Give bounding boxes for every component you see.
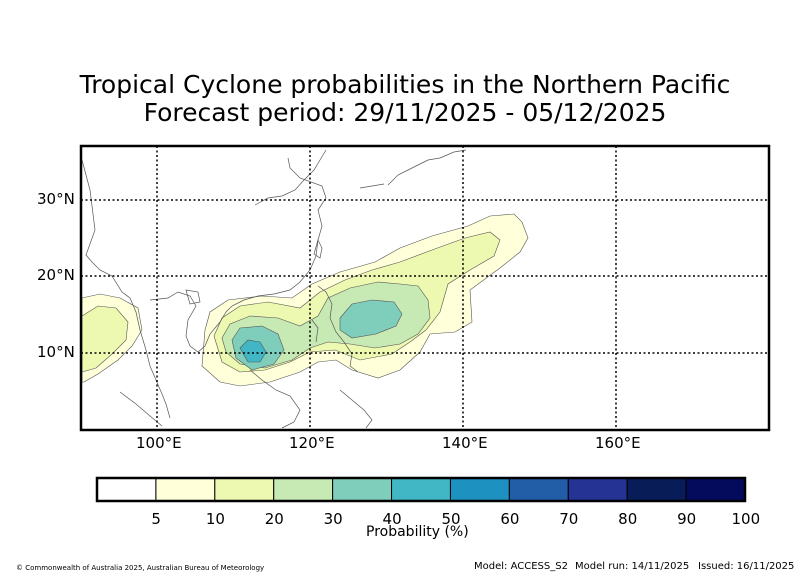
coastline-indochina <box>149 157 327 353</box>
colorbar-tick-label: 30 <box>323 510 343 528</box>
coastline-hainan <box>185 289 201 305</box>
colorbar-tick-label: 20 <box>264 510 284 528</box>
lon-label-160e: 160°E <box>595 434 641 452</box>
lon-label-100e: 100°E <box>136 434 182 452</box>
colorbar-tick-label: 70 <box>559 510 579 528</box>
colorbar-tick-label: 40 <box>382 510 402 528</box>
coastline-japan <box>359 149 467 189</box>
colorbar-tick-label: 100 <box>731 510 761 528</box>
colorbar-tick-label: 60 <box>500 510 520 528</box>
colorbar-swatch <box>214 477 275 502</box>
colorbar-tick-label: 5 <box>151 510 161 528</box>
lat-label-30n: 30°N <box>37 190 75 208</box>
colorbar <box>95 476 747 503</box>
colorbar-tick-label: 10 <box>205 510 225 528</box>
colorbar-swatch <box>96 477 157 502</box>
lat-label-10n: 10°N <box>37 343 75 361</box>
coastline-taiwan <box>313 239 323 259</box>
coastline-sumatra <box>119 391 163 427</box>
colorbar-swatch <box>332 477 393 502</box>
map-title-line1: Tropical Cyclone probabilities in the No… <box>79 70 731 99</box>
coastline-borneo <box>249 369 301 429</box>
lon-label-120e: 120°E <box>289 434 335 452</box>
colorbar-swatch <box>273 477 334 502</box>
colorbar-swatch <box>567 477 628 502</box>
copyright-notice: © Commonwealth of Australia 2025, Austra… <box>16 564 265 572</box>
map-title-line2: Forecast period: 29/11/2025 - 05/12/2025 <box>143 98 667 127</box>
colorbar-swatch <box>155 477 216 502</box>
contour-30-40-east <box>339 299 403 339</box>
colorbar-swatch <box>626 477 687 502</box>
colorbar-label: Probability (%) <box>366 524 469 540</box>
colorbar-swatch <box>508 477 569 502</box>
map-frame <box>79 144 771 432</box>
lat-label-20n: 20°N <box>37 266 75 284</box>
lon-label-140e: 140°E <box>442 434 488 452</box>
coastlines <box>81 149 467 429</box>
issued-date: Issued: 16/11/2025 <box>698 561 795 572</box>
contour-40-50 <box>239 339 267 363</box>
colorbar-swatch <box>391 477 451 502</box>
gridlines <box>81 146 769 430</box>
model-run-date: Model run: 14/11/2025 <box>575 561 690 572</box>
coastline-philippines <box>311 285 359 373</box>
probability-contours <box>81 213 529 387</box>
colorbar-swatch <box>685 477 746 502</box>
colorbar-tick-label: 50 <box>441 510 461 528</box>
colorbar-tick-label: 80 <box>618 510 638 528</box>
colorbar-swatch <box>449 477 510 502</box>
coastline-sulawesi <box>339 389 373 429</box>
contour-10-20-west <box>81 305 129 373</box>
colorbar-tick-label: 90 <box>677 510 697 528</box>
colorbar-frame <box>95 476 747 503</box>
coastline-china-coast <box>254 149 327 206</box>
model-name: Model: ACCESS_S2 <box>474 561 568 572</box>
coastline-asia-mainland <box>81 159 171 419</box>
